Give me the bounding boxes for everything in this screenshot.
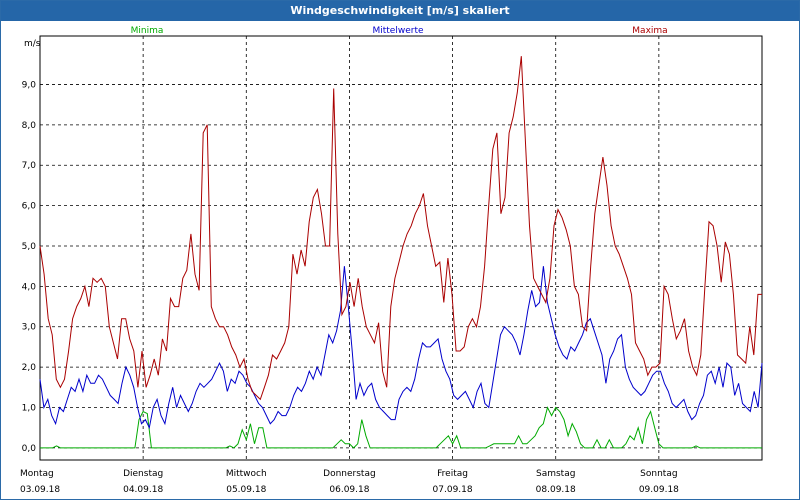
x-day-labels: Montag 03.09.18 Dienstag 04.09.18 Mittwoch 05… xyxy=(20,469,679,495)
day-date-label: 03.09.18 xyxy=(20,485,60,495)
day-date-label: 06.09.18 xyxy=(329,485,369,495)
day-date-label: 07.09.18 xyxy=(433,485,473,495)
y-tick-label: 3,0 xyxy=(22,323,37,333)
day-weekday-label: Sonntag xyxy=(640,469,677,479)
y-tick-labels: 0,0 1,0 2,0 3,0 4,0 5,0 6,0 7,0 8,0 9,0 xyxy=(22,80,37,453)
series-lines xyxy=(39,56,763,449)
y-tick-label: 6,0 xyxy=(22,202,37,212)
day-weekday-label: Montag xyxy=(20,469,54,479)
legend-entry-min: Minima xyxy=(131,26,164,36)
y-tick-label: 4,0 xyxy=(22,282,37,292)
y-tick-label: 1,0 xyxy=(22,404,37,414)
day-date-label: 08.09.18 xyxy=(536,485,576,495)
day-weekday-label: Samstag xyxy=(536,469,575,479)
y-tick-label: 5,0 xyxy=(22,242,37,252)
legend: Minima Mittelwerte Maxima xyxy=(131,26,668,36)
day-date-label: 04.09.18 xyxy=(123,485,163,495)
window-title: Windgeschwindigkeit [m/s] skaliert xyxy=(1,1,799,21)
grid-lines xyxy=(39,35,763,461)
y-tick-label: 0,0 xyxy=(22,444,37,454)
day-weekday-label: Freitag xyxy=(437,469,468,479)
series-line-max xyxy=(39,56,762,401)
legend-entry-mean: Mittelwerte xyxy=(372,26,423,36)
day-weekday-label: Donnerstag xyxy=(323,469,376,479)
y-tick-label: 9,0 xyxy=(22,80,37,90)
day-weekday-label: Dienstag xyxy=(123,469,163,479)
series-line-mean xyxy=(39,266,763,430)
series-line-min xyxy=(40,406,762,449)
legend-entry-max: Maxima xyxy=(632,26,667,36)
y-tick-label: 8,0 xyxy=(22,121,37,131)
y-tick-label: 2,0 xyxy=(22,363,37,373)
y-tick-label: 7,0 xyxy=(22,161,37,171)
day-weekday-label: Mittwoch xyxy=(226,469,267,479)
y-axis-label: m/s xyxy=(24,39,41,49)
day-date-label: 05.09.18 xyxy=(226,485,266,495)
day-date-label: 09.09.18 xyxy=(639,485,679,495)
